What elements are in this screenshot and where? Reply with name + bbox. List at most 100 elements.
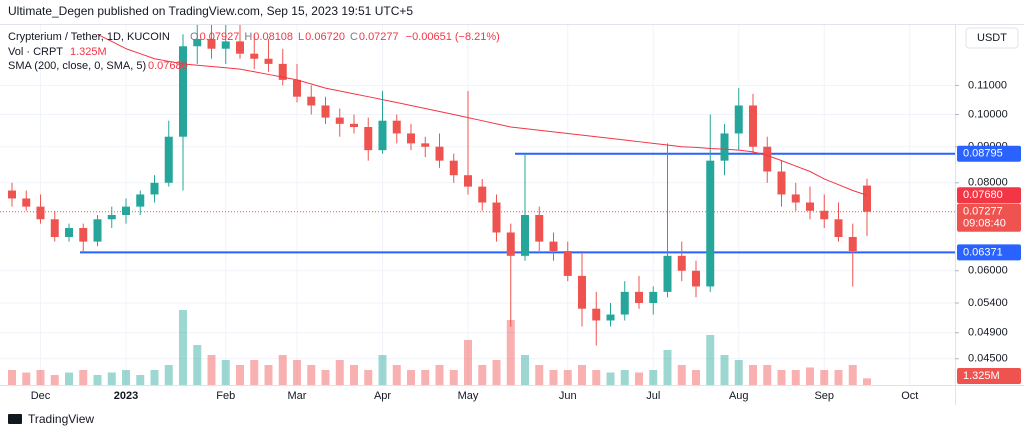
volume-tag: 1.325M bbox=[963, 370, 1000, 382]
volume-bar bbox=[734, 360, 743, 385]
candle-body bbox=[207, 39, 216, 49]
candle-body bbox=[506, 232, 515, 256]
volume-bar bbox=[592, 370, 601, 385]
candle-body bbox=[250, 53, 259, 59]
candle-body bbox=[392, 120, 401, 134]
candle-body bbox=[620, 291, 629, 315]
volume-bar bbox=[8, 370, 16, 385]
candle-body bbox=[335, 117, 344, 124]
volume-bar bbox=[692, 370, 700, 385]
line-price-tag: 0.06371 bbox=[963, 246, 1003, 258]
candle-body bbox=[79, 228, 88, 242]
countdown: 09:08:40 bbox=[963, 218, 1006, 230]
candle-body bbox=[749, 105, 757, 147]
volume-bar bbox=[706, 335, 715, 385]
candle-body bbox=[8, 190, 16, 199]
volume-tag-box bbox=[957, 368, 1021, 384]
x-tick-label: Dec bbox=[31, 390, 51, 402]
candle-body bbox=[50, 219, 59, 238]
candle-body bbox=[107, 214, 116, 220]
x-tick-label: Mar bbox=[288, 390, 307, 402]
volume-bar bbox=[749, 365, 757, 385]
x-tick-label: Feb bbox=[216, 390, 235, 402]
candle-body bbox=[578, 275, 586, 309]
candle-body bbox=[606, 314, 615, 321]
volume-layer bbox=[8, 310, 871, 385]
legend-ohlc-key: L bbox=[298, 31, 304, 43]
candle-body bbox=[863, 185, 871, 212]
candle-body bbox=[179, 46, 187, 137]
x-tick-label: Jun bbox=[559, 390, 577, 402]
volume-bar bbox=[392, 365, 401, 385]
volume-bar bbox=[364, 370, 373, 385]
currency[interactable]: USDT bbox=[977, 32, 1007, 44]
candle-body bbox=[549, 241, 558, 252]
x-tick-label: Oct bbox=[901, 390, 918, 402]
volume-bar bbox=[464, 340, 472, 385]
candle-body bbox=[592, 308, 601, 321]
volume-bar bbox=[150, 370, 159, 385]
line-price-tag-box bbox=[957, 244, 1021, 261]
y-tick-label: 0.06000 bbox=[968, 265, 1008, 277]
legend-volume-value: 1.325M bbox=[70, 46, 107, 58]
volume-bar bbox=[321, 370, 330, 385]
legend-sma-value: 0.07680 bbox=[148, 60, 188, 72]
legend-ohlc-value: 0.07277 bbox=[359, 31, 399, 43]
candle-body bbox=[278, 63, 287, 80]
volume-bar bbox=[350, 365, 358, 385]
grid-layer bbox=[0, 25, 955, 385]
volume-bar bbox=[335, 360, 344, 385]
candle-body bbox=[649, 291, 658, 303]
candle-body bbox=[677, 255, 686, 271]
candle-body bbox=[421, 143, 430, 147]
volume-bar bbox=[264, 365, 273, 385]
volume-bar bbox=[307, 365, 316, 385]
volume-bar bbox=[136, 375, 145, 385]
volume-bar bbox=[863, 378, 871, 385]
last-price-tag: 0.07277 bbox=[963, 206, 1003, 218]
plot-layer bbox=[0, 25, 955, 346]
publisher: Ultimate_Degen published on TradingView.… bbox=[8, 4, 413, 18]
candle-body bbox=[293, 79, 301, 97]
candle-body bbox=[663, 255, 672, 292]
legend-ohlc-value: 0.06720 bbox=[305, 31, 345, 43]
volume-bar bbox=[848, 365, 857, 385]
currency-button[interactable] bbox=[965, 27, 1019, 49]
candle-body bbox=[563, 251, 572, 276]
candle-body bbox=[136, 194, 145, 207]
brand-logo bbox=[8, 414, 22, 424]
axis-layer: 0.110000.100000.090000.080000.060000.054… bbox=[31, 79, 1021, 402]
candle-body bbox=[36, 206, 45, 220]
brand: TradingView bbox=[28, 412, 94, 426]
legend-ohlc-value: 0.08108 bbox=[253, 31, 293, 43]
sma-line bbox=[97, 33, 868, 196]
x-tick-label: Sep bbox=[814, 390, 834, 402]
candle-body bbox=[307, 96, 316, 106]
candle-body bbox=[264, 58, 273, 64]
volume-bar bbox=[521, 355, 529, 385]
volume-bar bbox=[293, 360, 301, 385]
legend-ohlc-key: C bbox=[350, 31, 358, 43]
y-tick-label: 0.10000 bbox=[968, 108, 1008, 120]
candle-body bbox=[449, 160, 458, 176]
candle-body bbox=[22, 198, 31, 207]
candle-body bbox=[122, 206, 130, 215]
volume-bar bbox=[179, 310, 187, 385]
volume-bar bbox=[478, 365, 487, 385]
candle-body bbox=[806, 202, 814, 211]
candle-body bbox=[734, 105, 743, 134]
candle-body bbox=[435, 146, 444, 161]
volume-bar bbox=[36, 370, 45, 385]
footer: TradingView bbox=[8, 412, 94, 426]
volume-bar bbox=[207, 355, 216, 385]
volume-bar bbox=[250, 360, 259, 385]
candle-body bbox=[820, 210, 829, 220]
volume-bar bbox=[620, 370, 629, 385]
volume-bar bbox=[193, 345, 202, 385]
candle-body bbox=[720, 133, 729, 161]
volume-bar bbox=[606, 372, 615, 385]
legend-change: −0.00651 (−8.21%) bbox=[406, 31, 500, 43]
candle-body bbox=[791, 194, 800, 203]
volume-bar bbox=[563, 370, 572, 385]
volume-bar bbox=[777, 370, 786, 385]
